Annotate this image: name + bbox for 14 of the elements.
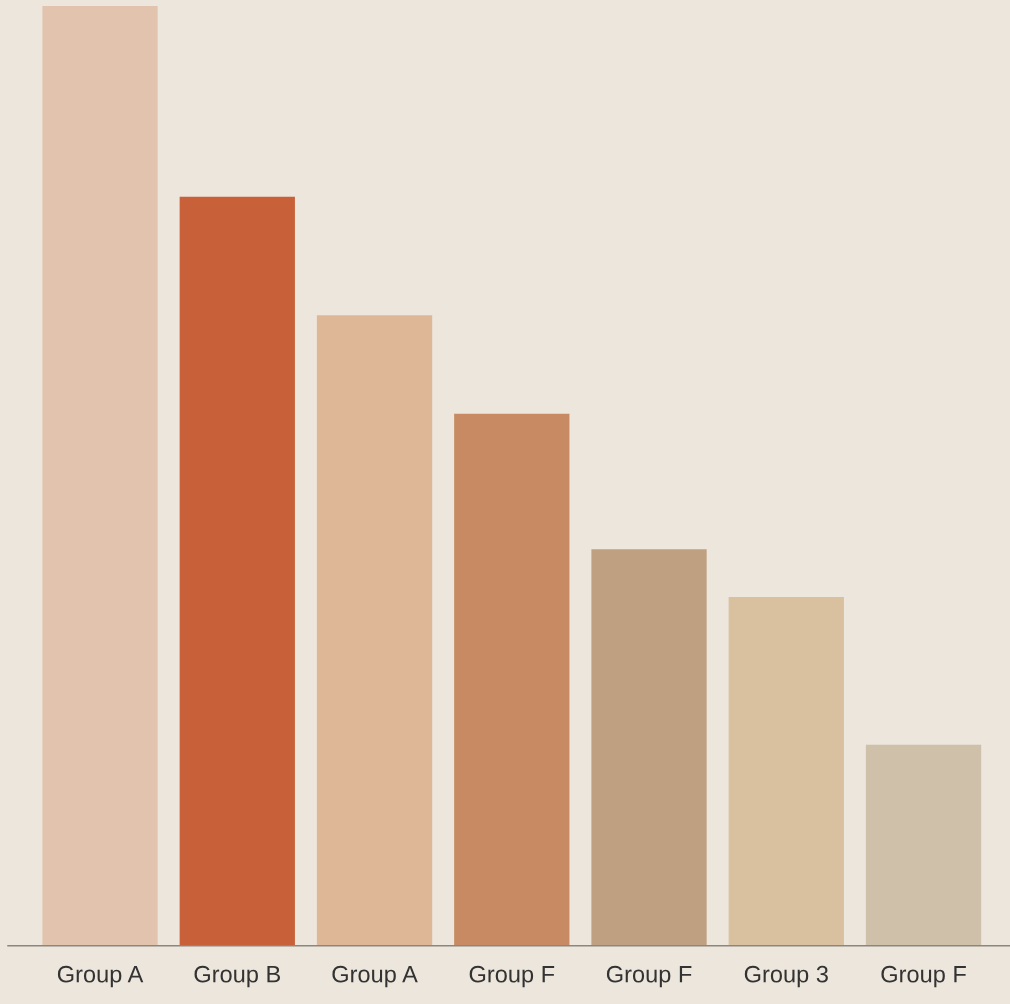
x-tick-label: Group F xyxy=(606,965,692,988)
x-tick-label: Group A xyxy=(332,965,418,988)
x-tick-label: Group F xyxy=(881,965,966,988)
bar xyxy=(454,413,570,946)
x-tick-label: Group F xyxy=(469,965,555,988)
bar xyxy=(865,744,982,946)
x-tick-label: Group 3 xyxy=(744,965,828,988)
x-tick-label: Group A xyxy=(57,965,144,988)
bar xyxy=(591,549,707,946)
bar xyxy=(42,6,158,946)
bar xyxy=(728,597,844,946)
bar xyxy=(316,315,433,946)
x-tick-label: Group B xyxy=(194,965,281,988)
bar xyxy=(179,196,295,946)
